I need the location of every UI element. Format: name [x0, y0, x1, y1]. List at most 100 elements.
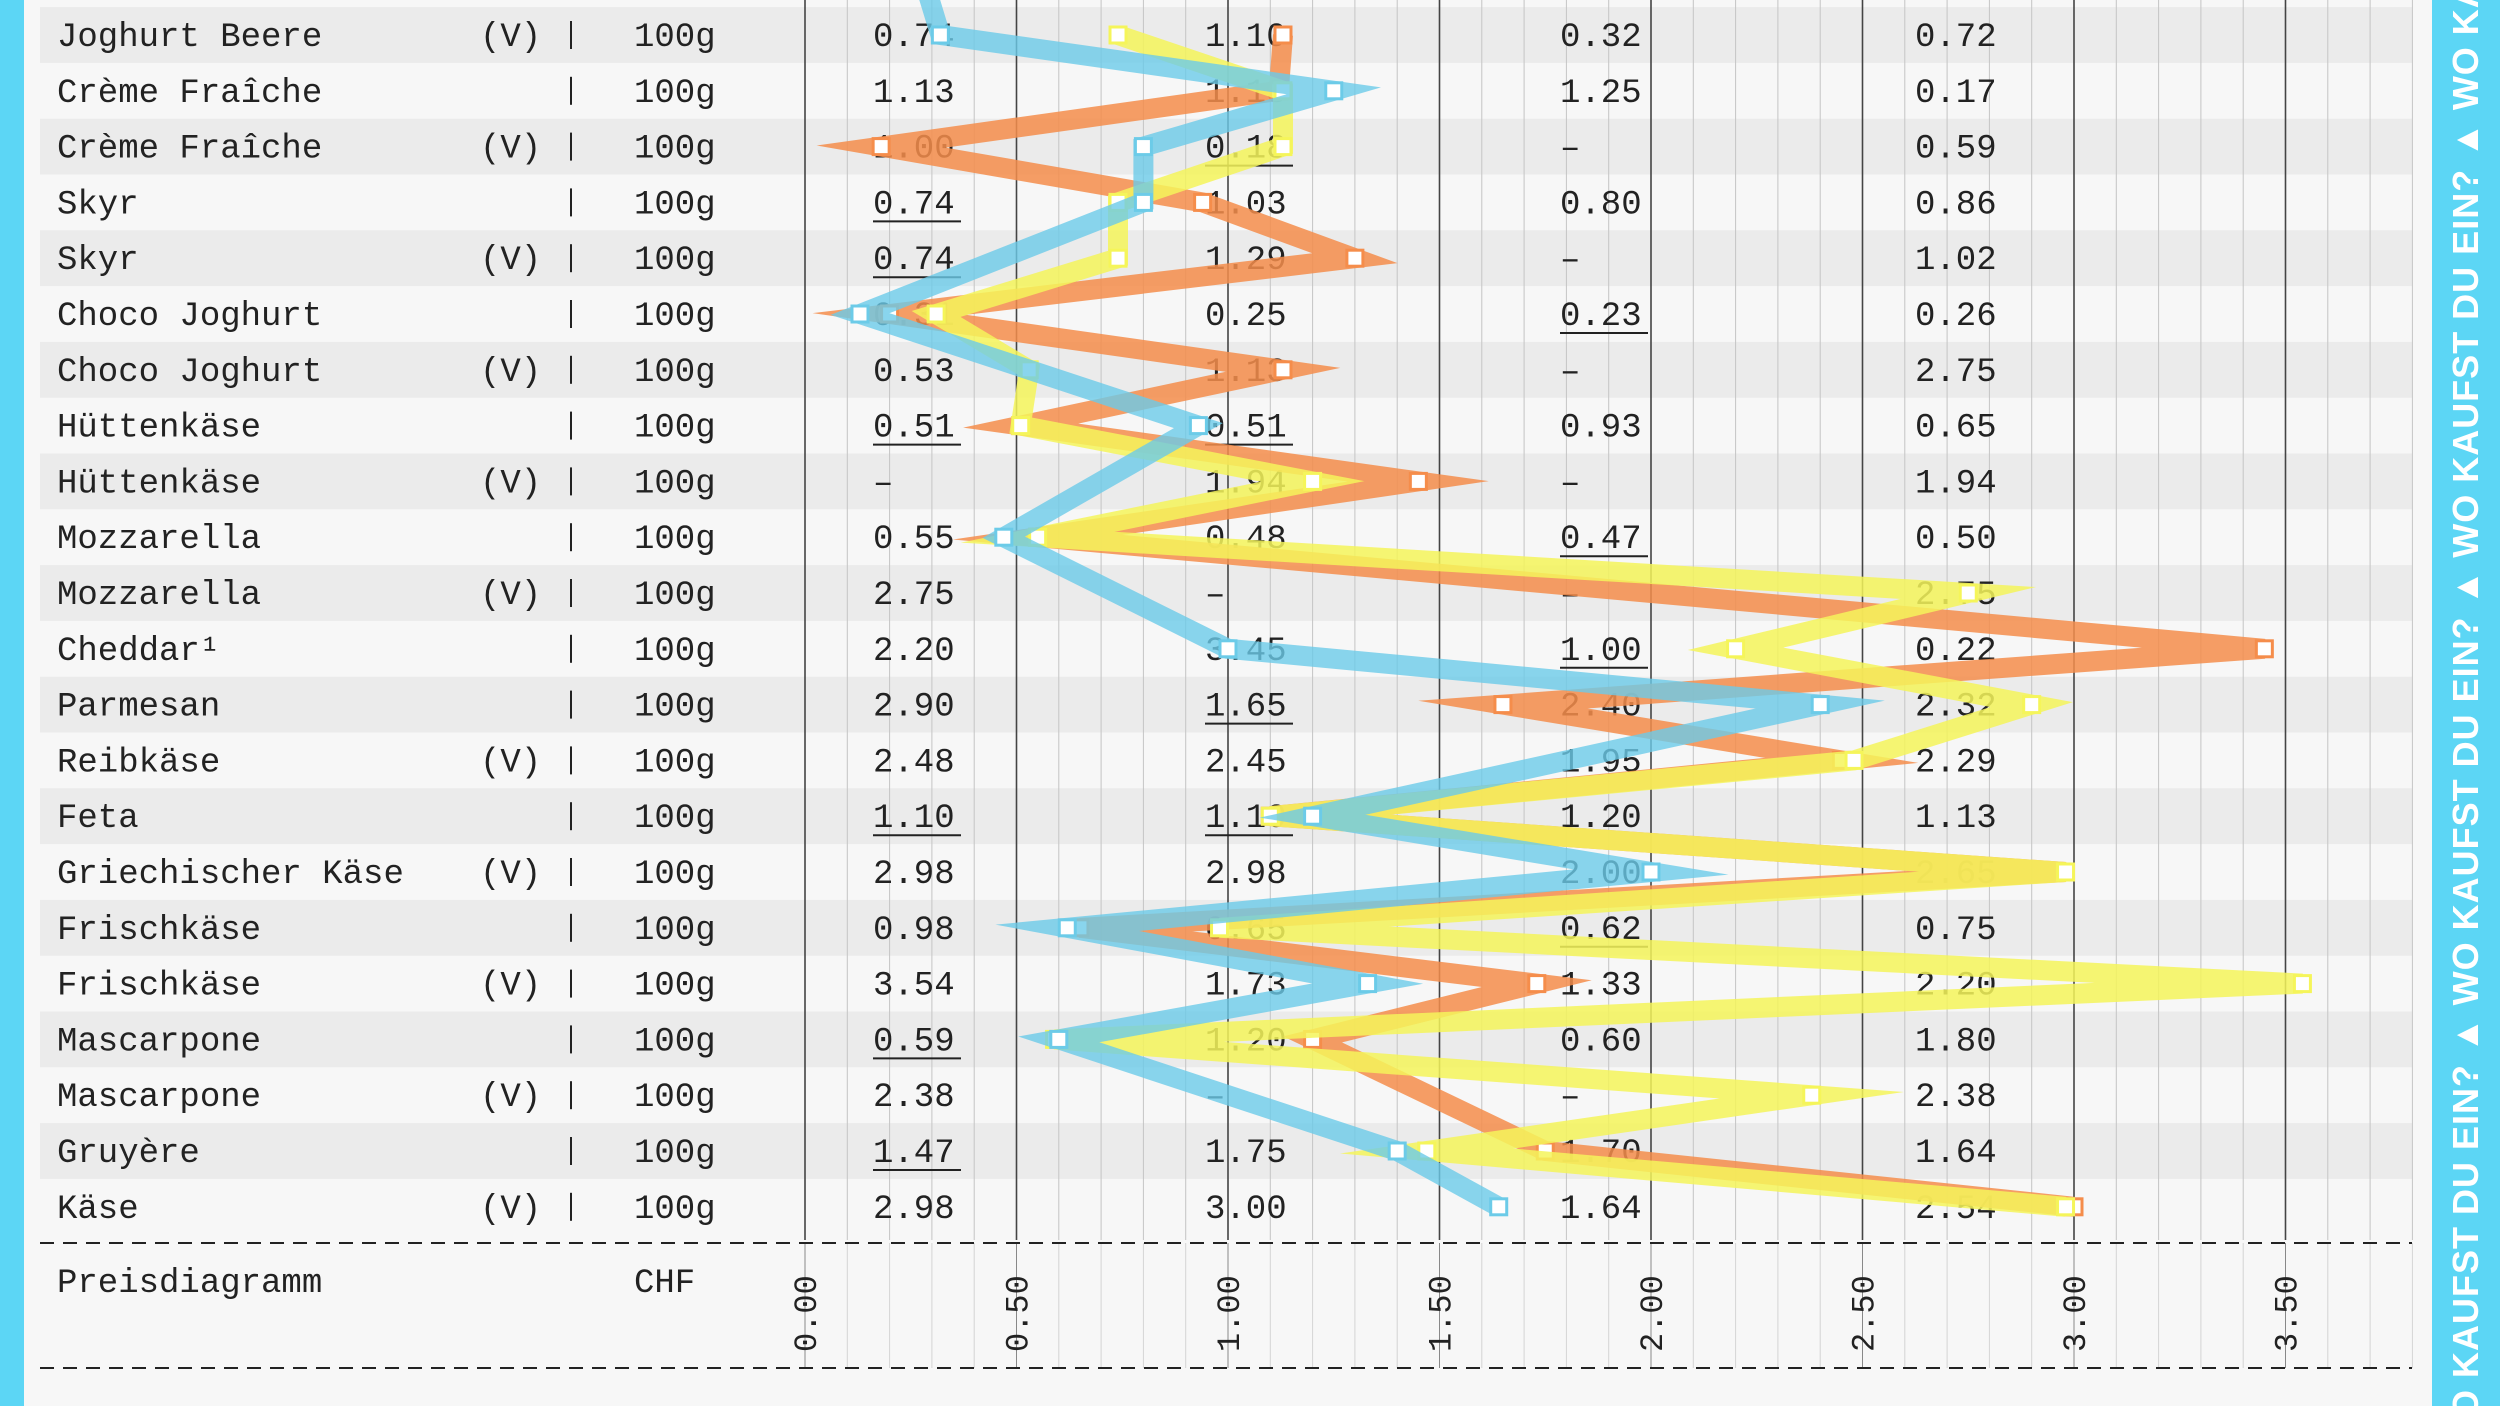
series-marker: [1489, 1197, 1509, 1217]
price-value: 1.75: [1205, 1135, 1287, 1173]
x-tick-label: 1.50: [1424, 1275, 1461, 1352]
product-name: Gruyère: [57, 1135, 200, 1173]
unit-label: 100g: [634, 1191, 716, 1229]
product-name: Cheddar¹: [57, 633, 220, 671]
series-marker: [1726, 639, 1746, 659]
price-chart: Joghurt Beere (V) 100g 0.74 1.10 0.32 0.72 Crèm…: [40, 0, 2413, 1369]
unit-label: 100g: [634, 856, 716, 894]
product-name: Frischkäse: [57, 968, 261, 1006]
unit-label: 100g: [634, 1135, 716, 1173]
product-name: Choco Joghurt: [57, 354, 322, 392]
price-value: –: [1560, 131, 1580, 169]
series-marker: [1273, 360, 1293, 380]
product-name: Crème Fraîche: [57, 75, 322, 113]
price-value: 2.75: [1915, 354, 1997, 392]
product-name: Choco Joghurt: [57, 298, 322, 336]
price-value: 1.65: [1205, 689, 1287, 727]
series-marker: [1133, 192, 1153, 212]
price-value: 0.65: [1915, 410, 1997, 448]
unit-label: 100g: [634, 242, 716, 280]
product-name: Reibkäse: [57, 744, 220, 782]
product-name: Mozzarella: [57, 577, 261, 615]
product-name: Mascarpone: [57, 1079, 261, 1117]
product-name: Käse: [57, 1191, 139, 1229]
price-value: 2.38: [1915, 1079, 1997, 1117]
product-name: Skyr: [57, 242, 139, 280]
series-marker: [1273, 137, 1293, 157]
series-marker: [994, 527, 1014, 547]
x-tick-label: 2.50: [1847, 1275, 1884, 1352]
series-marker: [1958, 583, 1978, 603]
unit-label: 100g: [634, 912, 716, 950]
price-value: 2.98: [873, 856, 955, 894]
series-marker: [1108, 248, 1128, 268]
product-name: Parmesan: [57, 689, 220, 727]
series-marker: [1844, 750, 1864, 770]
price-value: 0.60: [1560, 1023, 1642, 1061]
price-value: 0.32: [1560, 19, 1642, 57]
price-value: 0.51: [1205, 410, 1287, 448]
x-tick-label: 2.00: [1635, 1275, 1672, 1352]
series-marker: [1493, 695, 1513, 715]
unit-label: 100g: [634, 633, 716, 671]
banner-text: WO KAUFST DU EIN? ▲ WO KAUFST DU EIN? ▲ …: [2445, 0, 2486, 1406]
price-value: 2.20: [873, 633, 955, 671]
product-name: Feta: [57, 800, 139, 838]
row-band: [40, 1123, 2412, 1179]
price-value: –: [1560, 242, 1580, 280]
price-value: –: [1560, 465, 1580, 503]
vegan-marker: (V): [480, 242, 541, 280]
currency-label: CHF: [634, 1265, 695, 1303]
price-value: –: [873, 465, 893, 503]
price-value: 0.23: [1560, 298, 1642, 336]
series-marker: [1324, 81, 1344, 101]
price-value: 1.47: [873, 1135, 955, 1173]
unit-label: 100g: [634, 75, 716, 113]
price-value: 3.54: [873, 968, 955, 1006]
series-marker: [850, 304, 870, 324]
price-value: 0.25: [1205, 298, 1287, 336]
price-value: –: [1205, 577, 1225, 615]
x-tick-label: 1.00: [1212, 1275, 1249, 1352]
series-marker: [2056, 862, 2076, 882]
product-name: Hüttenkäse: [57, 410, 261, 448]
price-value: 1.94: [1915, 465, 1997, 503]
series-marker: [1049, 1029, 1069, 1049]
price-value: 0.80: [1560, 186, 1642, 224]
product-name: Hüttenkäse: [57, 465, 261, 503]
row-band: [40, 7, 2412, 63]
series-line: [812, 34, 2266, 1217]
price-value: 0.26: [1915, 298, 1997, 336]
price-value: 1.13: [873, 75, 955, 113]
vegan-marker: (V): [480, 968, 541, 1006]
price-value: 1.13: [1915, 800, 1997, 838]
x-tick-label: 0.50: [1001, 1275, 1038, 1352]
right-banner: WO KAUFST DU EIN? ▲ WO KAUFST DU EIN? ▲ …: [2432, 0, 2500, 1406]
unit-label: 100g: [634, 744, 716, 782]
price-value: 1.02: [1915, 242, 1997, 280]
price-value: 0.59: [1915, 131, 1997, 169]
series-marker: [1303, 471, 1323, 491]
series-marker: [1133, 137, 1153, 157]
series-marker: [1358, 974, 1378, 994]
price-value: 0.59: [873, 1023, 955, 1061]
series-marker: [1641, 862, 1661, 882]
unit-label: 100g: [634, 1023, 716, 1061]
price-series: [812, 0, 2312, 1217]
product-name: Joghurt Beere: [57, 19, 322, 57]
series-marker: [1408, 471, 1428, 491]
unit-label: 100g: [634, 800, 716, 838]
series-marker: [2022, 695, 2042, 715]
price-value: 2.38: [873, 1079, 955, 1117]
series-marker: [1802, 1085, 1822, 1105]
series-marker: [1193, 192, 1213, 212]
price-value: 1.10: [873, 800, 955, 838]
series-marker: [1011, 416, 1031, 436]
vegan-marker: (V): [480, 1079, 541, 1117]
vegan-marker: (V): [480, 19, 541, 57]
price-value: 1.64: [1560, 1191, 1642, 1229]
unit-label: 100g: [634, 577, 716, 615]
unit-label: 100g: [634, 186, 716, 224]
series-marker: [1057, 918, 1077, 938]
price-value: 0.50: [1915, 521, 1997, 559]
